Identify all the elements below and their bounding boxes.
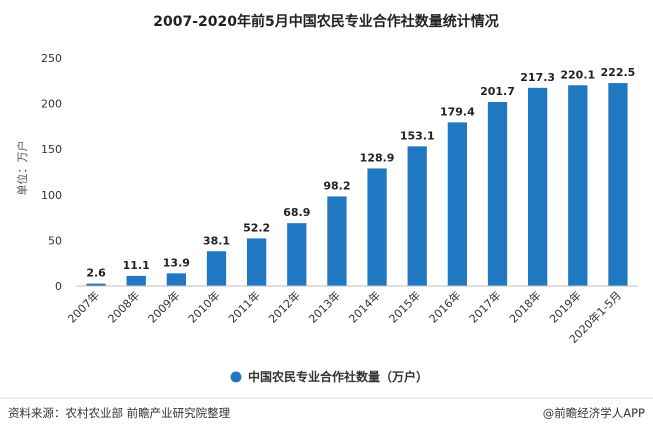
legend: 中国农民专业合作社数量（万户） <box>230 369 428 384</box>
data-label: 38.1 <box>203 234 230 247</box>
x-tick-label: 2008年 <box>105 288 142 325</box>
bar <box>287 223 307 286</box>
x-tick-label: 2016年 <box>426 288 463 325</box>
data-labels: 2.6 11.1 13.9 38.1 52.2 68.9 98.2 128.9 153.1 179… <box>86 66 635 280</box>
y-axis-label: 单位：万户 <box>15 141 29 196</box>
data-label: 222.5 <box>601 66 636 79</box>
y-tick-label: 100 <box>41 189 62 202</box>
x-axis-ticks: 2007年 2008年 2009年 2010年 2011年 2012年 2013年 2014年… <box>65 288 624 346</box>
data-label: 220.1 <box>560 68 595 81</box>
x-tick-label: 2011年 <box>225 288 262 325</box>
legend-marker <box>230 371 242 383</box>
x-tick-label: 2017年 <box>466 288 503 325</box>
brand-mark: @前瞻经济学人APP <box>543 406 645 420</box>
bar <box>568 85 588 286</box>
data-label: 11.1 <box>123 259 150 272</box>
data-label: 98.2 <box>323 179 350 192</box>
x-tick-label: 2010年 <box>185 288 222 325</box>
data-label: 217.3 <box>520 71 555 84</box>
data-label: 201.7 <box>480 85 515 98</box>
bar <box>327 196 347 286</box>
data-label: 52.2 <box>243 221 270 234</box>
y-tick-label: 50 <box>48 234 62 247</box>
y-tick-label: 150 <box>41 143 62 156</box>
x-tick-label: 2015年 <box>386 288 423 325</box>
x-tick-label: 2013年 <box>306 288 343 325</box>
x-tick-label: 2014年 <box>346 288 383 325</box>
x-tick-label: 2009年 <box>145 288 182 325</box>
y-tick-label: 250 <box>41 52 62 65</box>
y-tick-label: 0 <box>55 280 62 293</box>
bar <box>528 87 548 286</box>
data-label: 153.1 <box>400 129 435 142</box>
data-label: 128.9 <box>360 151 395 164</box>
chart-title: 2007-2020年前5月中国农民专业合作社数量统计情况 <box>153 13 498 30</box>
bar <box>367 168 387 286</box>
bar <box>247 238 267 286</box>
y-axis-ticks: 0 50 100 150 200 250 <box>41 52 62 293</box>
bar <box>86 283 106 286</box>
bar <box>487 102 508 287</box>
x-tick-label: 2007年 <box>65 288 102 325</box>
source-note: 资料来源：农村农业部 前瞻产业研究院整理 <box>8 406 231 420</box>
x-tick-label: 2012年 <box>265 288 302 325</box>
x-tick-label: 2018年 <box>506 288 543 325</box>
x-tick-label: 2019年 <box>546 288 583 325</box>
bar-series <box>86 83 628 287</box>
data-label: 13.9 <box>163 256 190 269</box>
bar <box>407 146 427 286</box>
bar <box>166 273 186 286</box>
y-tick-label: 200 <box>41 98 62 111</box>
bar <box>206 251 227 286</box>
bar <box>126 275 146 286</box>
bar <box>608 83 628 286</box>
data-label: 2.6 <box>86 267 106 280</box>
legend-label: 中国农民专业合作社数量（万户） <box>248 369 428 384</box>
bar <box>447 122 467 286</box>
data-label: 68.9 <box>283 206 310 219</box>
data-label: 179.4 <box>440 105 475 118</box>
